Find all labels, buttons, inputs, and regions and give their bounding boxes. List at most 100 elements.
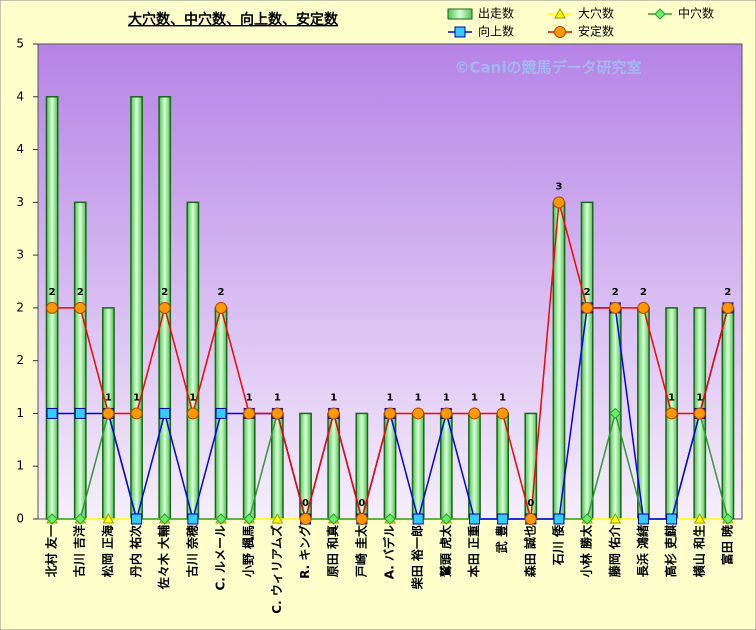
marker — [327, 513, 340, 525]
data-label: 2 — [640, 287, 647, 298]
legend-label: 大穴数 — [578, 6, 614, 21]
data-label: 0 — [527, 498, 534, 509]
marker — [46, 513, 58, 525]
y-tick-label: 5 — [16, 37, 24, 51]
marker — [693, 407, 706, 420]
marker — [158, 301, 171, 314]
x-tick-label: 藤岡 佑介 — [607, 524, 622, 578]
x-tick-label: 北村 友一 — [44, 525, 59, 577]
data-label: 2 — [77, 287, 84, 298]
data-label: 3 — [555, 181, 562, 192]
marker — [187, 513, 199, 525]
chart-title: 大穴数、中穴数、向上数、安定数 — [128, 11, 339, 28]
data-label: 1 — [471, 392, 478, 403]
marker — [637, 513, 649, 525]
y-tick-label: 2 — [16, 353, 24, 367]
marker — [440, 407, 453, 420]
marker — [666, 513, 678, 525]
legend-marker — [554, 26, 566, 38]
y-tick-label: 1 — [16, 406, 24, 420]
marker — [355, 513, 368, 525]
x-tick-label: 武 豊 — [494, 525, 509, 553]
marker — [665, 407, 678, 420]
bar — [721, 307, 735, 520]
x-tick-label: 富田 暁 — [719, 525, 734, 565]
data-label: 1 — [499, 392, 506, 403]
bar — [580, 201, 594, 520]
marker — [131, 513, 143, 525]
marker — [412, 407, 425, 420]
marker — [74, 513, 86, 525]
marker — [327, 407, 340, 420]
marker — [722, 513, 734, 525]
legend-label: 出走数 — [478, 6, 514, 21]
data-label: 0 — [358, 498, 365, 509]
x-tick-label: 戸崎 圭太 — [353, 524, 368, 577]
x-tick-label: 小林 勝太 — [579, 524, 594, 577]
data-label: 0 — [302, 498, 309, 509]
data-label: 2 — [49, 287, 56, 298]
marker — [46, 407, 58, 419]
data-label: 1 — [274, 392, 281, 403]
data-label: 1 — [443, 392, 450, 403]
marker — [553, 513, 565, 525]
x-tick-label: 石川 倭 — [550, 524, 565, 566]
marker — [102, 407, 115, 420]
legend-marker — [454, 26, 466, 38]
marker — [609, 407, 621, 420]
bar — [186, 201, 200, 520]
legend-swatch — [447, 8, 473, 20]
legend-label: 向上数 — [478, 24, 514, 39]
data-label: 1 — [133, 392, 140, 403]
marker — [271, 512, 284, 524]
x-tick-label: 原田 和真 — [325, 525, 340, 577]
data-label: 1 — [668, 392, 675, 403]
y-tick-label: 1 — [16, 459, 24, 473]
marker — [243, 407, 256, 420]
x-tick-label: 横山 和生 — [691, 525, 706, 577]
x-tick-label: 高杉 吏麒 — [663, 525, 678, 577]
marker — [159, 513, 171, 525]
legend-label: 安定数 — [578, 24, 614, 39]
marker — [159, 407, 171, 419]
marker — [215, 301, 228, 314]
marker — [609, 512, 622, 524]
marker — [637, 301, 650, 314]
x-tick-label: 古川 奈穂 — [184, 525, 199, 577]
x-tick-label: 古川 吉洋 — [72, 525, 87, 577]
marker — [384, 513, 396, 525]
data-label: 1 — [415, 392, 422, 403]
marker — [243, 513, 255, 525]
marker — [299, 513, 312, 525]
marker — [609, 301, 622, 314]
marker — [74, 301, 87, 314]
x-tick-label: 柴田 裕一郎 — [410, 525, 425, 590]
marker — [496, 407, 509, 420]
x-tick-label: A. バデル — [382, 525, 397, 579]
y-tick-label: 2 — [16, 300, 24, 314]
marker — [215, 407, 227, 419]
y-tick-label: 3 — [16, 195, 24, 209]
x-tick-label: 佐々木 大輔 — [156, 525, 171, 590]
marker — [440, 513, 453, 525]
marker — [215, 513, 227, 525]
marker — [468, 407, 481, 420]
data-label: 1 — [105, 392, 112, 403]
x-tick-label: 森田 誠也 — [522, 525, 537, 577]
y-tick-label: 3 — [16, 248, 24, 262]
x-tick-label: 長浜 鴻緒 — [635, 525, 650, 577]
x-tick-label: R. キング — [297, 525, 312, 579]
data-label: 1 — [189, 392, 196, 403]
marker — [46, 301, 59, 314]
marker — [693, 512, 706, 524]
marker — [581, 301, 594, 314]
marker — [524, 513, 537, 525]
marker — [271, 407, 284, 420]
marker — [497, 513, 509, 525]
data-label: 2 — [218, 287, 225, 298]
marker — [581, 513, 593, 525]
marker — [412, 513, 424, 525]
bar — [73, 201, 87, 520]
marker — [552, 196, 565, 209]
x-tick-label: 小野 楓馬 — [241, 525, 256, 577]
